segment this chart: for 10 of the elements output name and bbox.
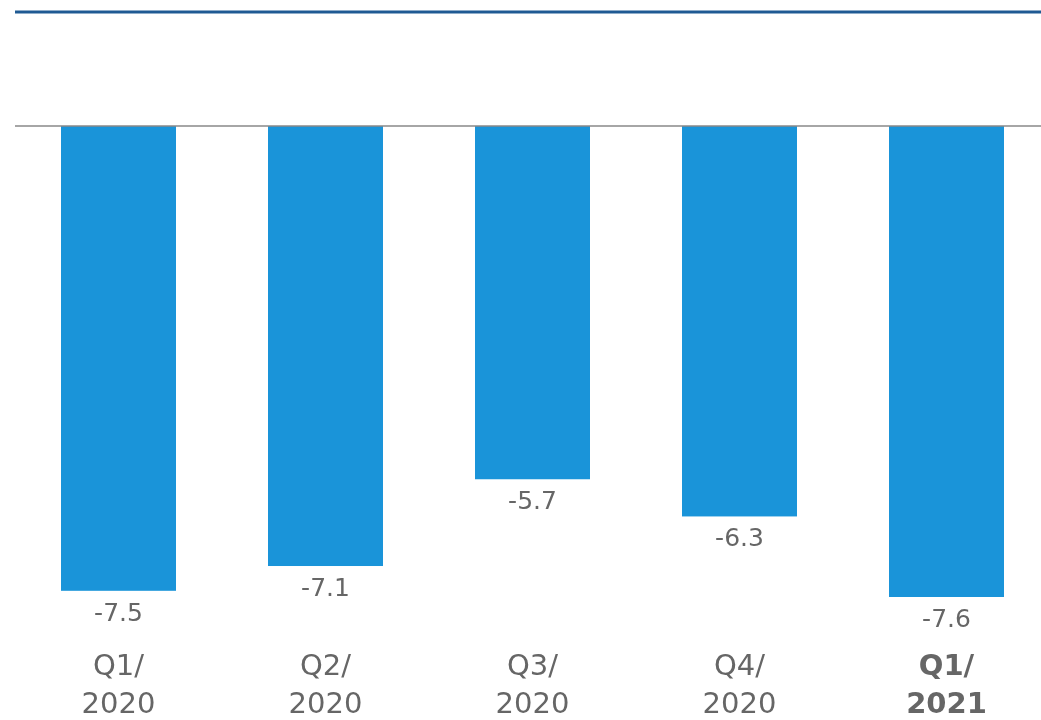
x-tick-label: Q3/ 2020 <box>495 648 570 720</box>
data-label: -6.3 <box>715 523 764 553</box>
x-tick-label: Q1/ 2020 <box>81 648 156 720</box>
x-tick-label: Q2/ 2020 <box>288 648 363 720</box>
data-label: -7.1 <box>301 573 350 603</box>
x-tick-label: Q1/ 2021 <box>906 648 987 720</box>
x-tick-label: Q4/ 2020 <box>702 648 777 720</box>
data-label: -7.5 <box>94 597 143 627</box>
data-label: -7.6 <box>922 604 971 633</box>
data-label: -5.7 <box>508 486 557 516</box>
